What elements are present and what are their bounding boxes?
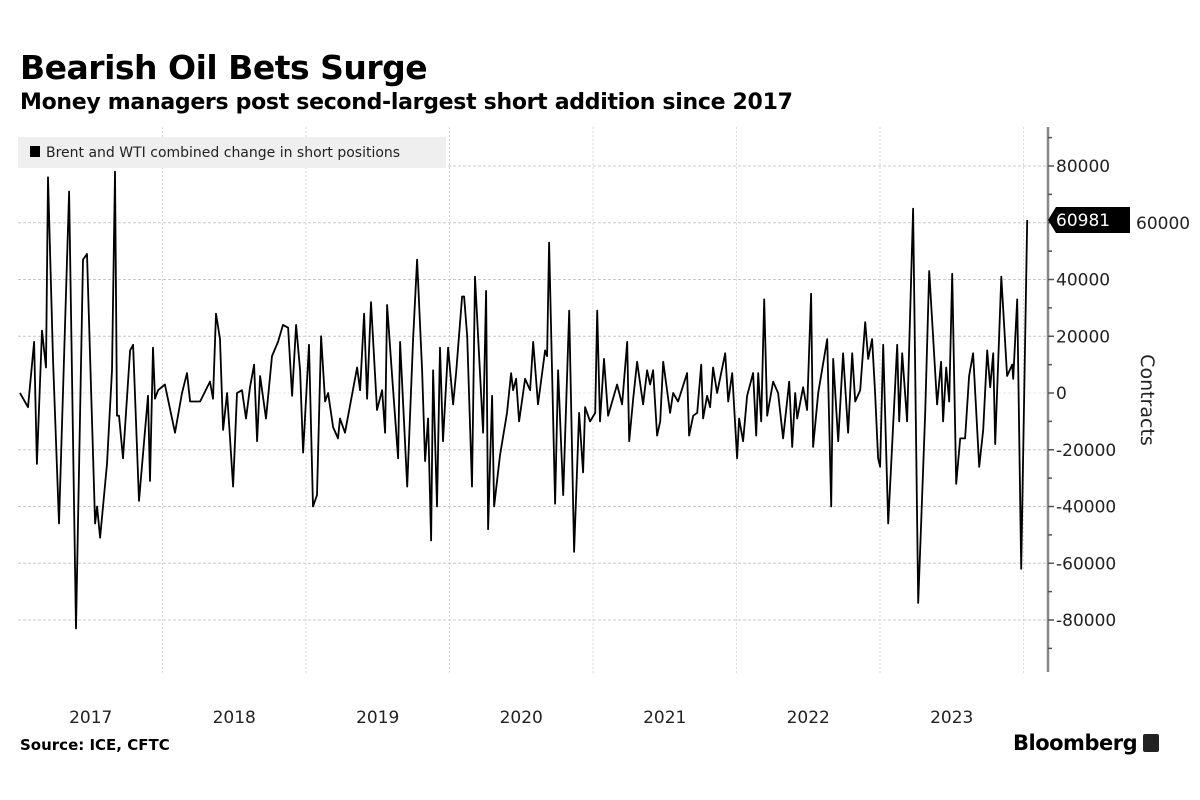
legend-box — [18, 137, 446, 168]
x-tick-label: 2017 — [69, 708, 112, 728]
y-tick-label: -80000 — [1056, 611, 1116, 631]
y-tick-label: 20000 — [1056, 327, 1110, 347]
series-layer — [19, 170, 1029, 630]
bloomberg-terminal-icon — [1143, 734, 1160, 752]
last-value-tag: 60981 — [1048, 206, 1130, 233]
y-tick-label: 40000 — [1056, 271, 1110, 291]
bloomberg-logo: Bloomberg — [1013, 731, 1160, 755]
legend-swatch — [30, 146, 40, 157]
chart-title: Bearish Oil Bets Surge — [20, 48, 428, 87]
chart-subtitle: Money managers post second-largest short… — [20, 90, 793, 115]
series-line — [19, 170, 1029, 630]
x-tick-label: 2022 — [787, 708, 830, 728]
y-tick-label: -20000 — [1056, 441, 1116, 461]
y-axis: 80000 60000 40000 20000 0 -20000 -40000 -60000 -… — [1046, 127, 1190, 672]
x-tick-label: 2020 — [500, 708, 543, 728]
y-tick-label: -60000 — [1056, 554, 1116, 574]
source-note: Source: ICE, CFTC — [20, 736, 170, 754]
last-value-tag-shape — [1048, 206, 1130, 233]
y-tick-label: 0 — [1056, 384, 1067, 404]
x-tick-label: 2023 — [930, 708, 973, 728]
y-tick-label: 80000 — [1056, 157, 1110, 177]
y-tick-label: -40000 — [1056, 498, 1116, 518]
last-value-label: 60981 — [1056, 211, 1110, 231]
x-tick-label: 2018 — [213, 708, 256, 728]
legend-label: Brent and WTI combined change in short p… — [46, 145, 400, 161]
x-tick-label: 2019 — [356, 708, 399, 728]
y-axis-title: Contracts — [1136, 354, 1158, 446]
y-tick-label: 60000 — [1136, 214, 1190, 234]
brand-name: Bloomberg — [1013, 731, 1138, 755]
x-axis-labels: 2017 2018 2019 2020 2021 2022 2023 — [69, 708, 973, 728]
x-tick-label: 2021 — [643, 708, 686, 728]
